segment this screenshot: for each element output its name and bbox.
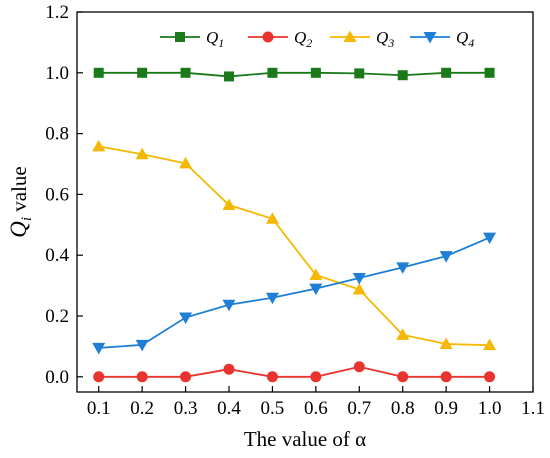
plot-frame [76,11,534,393]
data-point-q2 [180,371,192,383]
data-point-q1 [93,67,104,78]
data-point-q4 [222,299,236,312]
legend-marker [423,32,437,44]
y-tick-label: 1.2 [45,2,69,23]
legend-item-q2: Q2 [248,28,312,50]
data-point-q3 [439,337,453,349]
data-point-q4 [396,262,410,274]
legend-item-q1: Q1 [160,28,224,50]
data-point-q2 [310,371,322,383]
data-point-q4 [92,342,106,355]
data-point-q1 [441,67,452,78]
data-point-q3 [222,198,236,211]
data-point-q3 [309,268,323,280]
data-point-q1 [484,67,495,78]
data-point-q3 [265,212,279,224]
data-point-q3 [396,328,410,340]
data-point-q2 [223,363,235,375]
legend-marker [262,31,274,43]
series-q4 [92,232,497,355]
series-q1 [93,67,495,82]
x-tick-label: 0.8 [391,398,415,419]
data-point-q1 [397,70,408,81]
data-point-q1 [354,68,365,79]
legend-label: Q1 [206,28,224,50]
data-point-q3 [352,283,366,295]
data-point-q2 [397,371,409,383]
data-point-q1 [137,67,148,78]
series-line-q3 [98,145,490,347]
x-tick-label: 0.3 [174,398,198,419]
data-point-q1 [224,71,234,82]
legend-marker [343,30,357,42]
data-point-q2 [484,371,496,383]
legend-item-q3: Q3 [330,28,394,50]
data-point-q3 [135,147,149,160]
series-line-q1 [98,71,490,78]
x-tick-label: 0.1 [87,398,111,419]
data-point-q4 [265,292,279,305]
data-point-q3 [92,139,106,152]
series-q2 [93,361,496,383]
x-tick-label: 0.4 [217,398,241,419]
y-tick-label: 0.6 [45,184,69,205]
y-tick-label: 1.0 [45,63,69,84]
data-point-q4 [309,283,323,296]
data-point-q2 [136,371,148,383]
x-axis-title: The value of α [244,427,366,451]
x-tick-label: 1.0 [478,398,502,419]
legend-label: Q4 [456,28,474,50]
data-point-q2 [440,371,452,383]
data-point-q2 [266,371,278,383]
x-tick-label: 0.2 [130,398,154,419]
data-point-q4 [439,251,453,263]
data-point-q2 [93,371,105,383]
data-point-q4 [352,273,366,285]
series-q3 [92,139,497,351]
legend-label: Q3 [376,28,394,50]
data-point-q3 [179,156,193,169]
data-point-q2 [353,361,365,373]
y-tick-label: 0.0 [45,367,69,388]
x-tick-label: 0.7 [347,398,371,419]
y-tick-label: 0.8 [45,124,69,145]
legend-label: Q2 [294,28,312,50]
x-tick-label: 0.6 [304,398,328,419]
data-point-q4 [179,312,193,325]
legend-item-q4: Q4 [410,28,474,50]
series-line-q2 [98,365,490,378]
data-point-q1 [310,67,321,78]
x-tick-label: 0.5 [261,398,285,419]
x-tick-label: 1.1 [521,398,545,419]
data-point-q4 [483,232,497,245]
y-axis-title: Qi value [6,166,35,238]
y-tick-label: 0.2 [45,306,69,327]
series-line-q4 [98,236,490,349]
data-point-q1 [180,67,191,78]
data-point-q1 [267,67,278,78]
y-tick-label: 0.4 [45,245,69,266]
data-point-q4 [135,339,149,352]
data-point-q3 [483,338,497,351]
x-tick-label: 0.9 [434,398,458,419]
legend-marker [175,32,185,42]
